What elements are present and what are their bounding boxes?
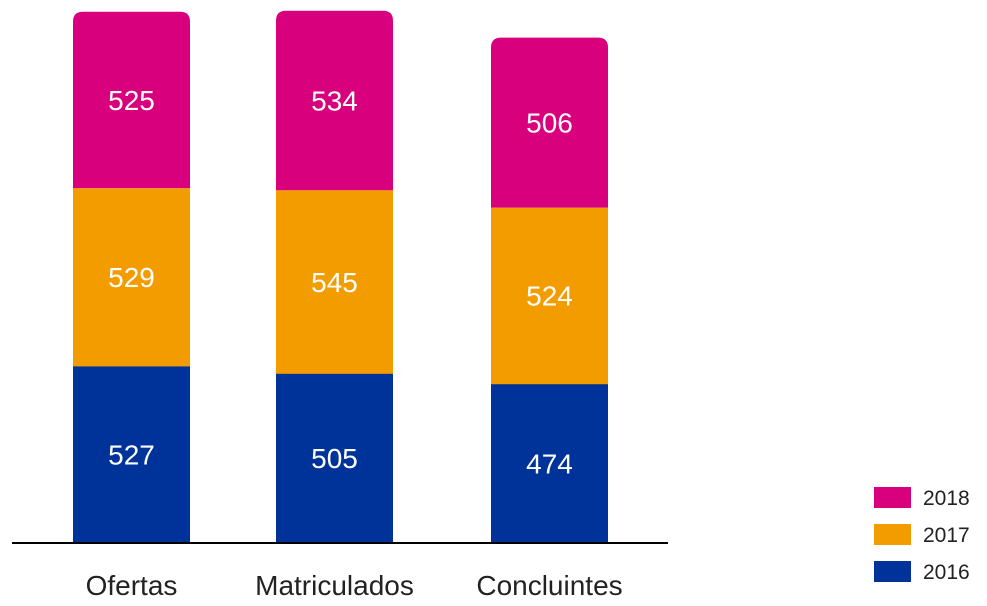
bar-concluintes-2018 — [491, 37, 608, 208]
legend-label-2018: 2018 — [923, 487, 970, 510]
category-label-concluintes: Concluintes — [476, 570, 622, 601]
category-labels: Ofertas Matriculados Concluintes — [86, 570, 623, 601]
category-label-ofertas: Ofertas — [86, 570, 178, 601]
bar-concluintes-2016 — [491, 383, 608, 544]
bar-ofertas-2018 — [73, 11, 190, 189]
bar-matriculados-2017 — [276, 190, 393, 374]
bar-matriculados-2016 — [276, 373, 393, 544]
data-label-ofertas-2018: 525 — [108, 85, 155, 116]
legend: 2018 2017 2016 — [874, 487, 970, 584]
data-label-ofertas-2016: 527 — [108, 439, 155, 470]
legend-label-2016: 2016 — [923, 561, 970, 584]
legend-swatch-2018 — [874, 487, 911, 508]
legend-label-2017: 2017 — [923, 524, 970, 547]
data-label-matriculados-2016: 505 — [311, 443, 358, 474]
bar-ofertas-2017 — [73, 188, 190, 367]
bar-concluintes-2017 — [491, 207, 608, 385]
data-label-matriculados-2018: 534 — [311, 85, 358, 116]
bar-matriculados-2018 — [276, 10, 393, 191]
category-label-matriculados: Matriculados — [255, 570, 414, 601]
legend-swatch-2017 — [874, 524, 911, 545]
data-label-concluintes-2017: 524 — [526, 281, 573, 312]
bar-ofertas-2016 — [73, 365, 190, 544]
data-label-concluintes-2016: 474 — [526, 448, 573, 479]
bars-group: 527 529 525 505 545 534 474 524 506 — [73, 10, 608, 544]
data-label-ofertas-2017: 529 — [108, 262, 155, 293]
legend-swatch-2016 — [874, 561, 911, 582]
data-label-matriculados-2017: 545 — [311, 267, 358, 298]
data-label-concluintes-2018: 506 — [526, 108, 573, 139]
